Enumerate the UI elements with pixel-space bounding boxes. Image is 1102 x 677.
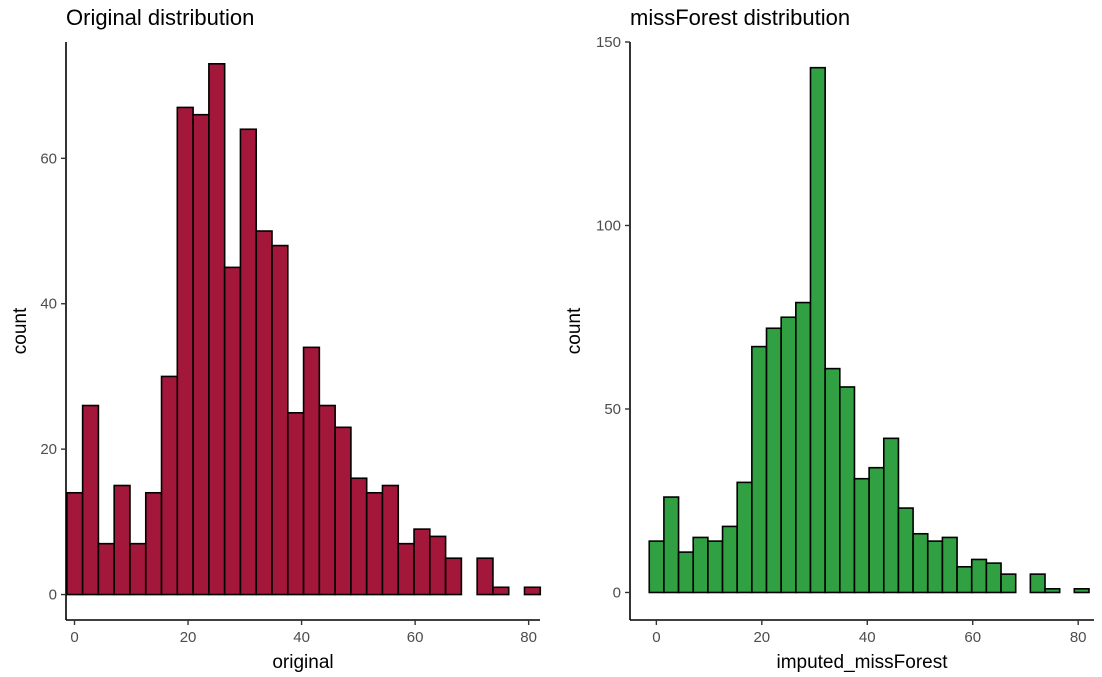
right-x-tick-label-4: 80	[1070, 629, 1087, 646]
left-bar-4	[129, 542, 147, 596]
right-y-tick-label-0: 0	[613, 584, 621, 601]
right-y-tick-label-3: 150	[596, 34, 621, 51]
left-x-tick-label-0: 0	[70, 629, 78, 646]
right-y-ticks: 0 50 100 150	[596, 34, 630, 601]
right-bar-18	[912, 532, 929, 594]
left-y-tick-label-0: 0	[49, 587, 57, 604]
left-bar-22	[413, 528, 431, 596]
right-bar-20	[941, 536, 958, 594]
left-y-tick-label-2: 40	[40, 296, 57, 313]
right-bar-19	[926, 540, 944, 594]
left-bar-3	[113, 484, 131, 596]
left-bar-19	[365, 491, 384, 596]
right-bar-10	[795, 301, 812, 594]
left-bars	[66, 63, 542, 596]
left-bar-2	[97, 542, 115, 596]
right-bar-0	[648, 540, 665, 594]
right-x-ticks: 0 20 40 60 80	[652, 620, 1087, 646]
right-bar-9	[780, 316, 797, 594]
right-bars	[648, 66, 1090, 594]
left-bar-17	[334, 426, 352, 596]
right-bar-21	[956, 565, 973, 594]
right-bar-13	[838, 386, 856, 594]
left-x-tick-label-4: 80	[520, 629, 537, 646]
right-bar-12	[824, 367, 841, 594]
left-x-tick-label-2: 40	[293, 629, 310, 646]
left-y-axis-title: count	[10, 307, 31, 354]
left-x-tick-label-3: 60	[407, 629, 424, 646]
left-bar-9	[208, 63, 226, 596]
left-y-ticks: 0 20 40 60	[40, 150, 66, 604]
left-bar-26	[476, 557, 494, 596]
right-x-tick-label-0: 0	[652, 629, 660, 646]
right-histogram-panel: missForest distribution 0 50 100 150 0 20 40 6…	[564, 5, 1094, 673]
right-bar-22	[970, 558, 988, 594]
left-y-tick-label-3: 60	[40, 150, 57, 167]
left-bar-12	[255, 230, 273, 596]
right-x-tick-label-2: 40	[859, 629, 876, 646]
left-bar-21	[397, 542, 415, 596]
right-bar-24	[1000, 573, 1017, 594]
left-bar-5	[144, 491, 163, 596]
right-x-tick-label-3: 60	[964, 629, 981, 646]
right-bar-29	[1073, 588, 1090, 594]
right-y-axis-title: count	[564, 307, 585, 354]
right-bar-4	[707, 540, 724, 594]
right-y-tick-label-1: 50	[604, 401, 621, 418]
right-bar-15	[868, 466, 885, 594]
right-y-tick-label-2: 100	[596, 217, 621, 234]
left-x-axis-title: original	[272, 652, 333, 673]
left-bar-6	[160, 375, 179, 596]
right-bar-7	[751, 345, 768, 594]
right-x-tick-label-1: 20	[753, 629, 770, 646]
right-bar-1	[663, 496, 680, 594]
right-bar-14	[853, 477, 870, 594]
left-bar-8	[192, 113, 210, 596]
left-bar-20	[381, 484, 400, 596]
left-y-tick-label-1: 20	[40, 441, 57, 458]
left-bar-23	[429, 535, 447, 596]
left-bar-13	[271, 244, 289, 596]
left-bar-7	[176, 106, 194, 596]
left-bar-29	[523, 586, 542, 596]
left-bar-10	[223, 266, 242, 596]
left-bar-18	[350, 477, 368, 596]
left-x-ticks: 0 20 40 60 80	[70, 620, 537, 646]
right-x-axis-title: imputed_missForest	[776, 652, 948, 673]
right-bar-17	[897, 507, 914, 594]
left-bar-0	[66, 491, 84, 596]
right-bar-11	[809, 66, 826, 594]
right-chart-title: missForest distribution	[630, 5, 850, 30]
left-bar-27	[492, 586, 510, 596]
right-bar-2	[677, 551, 695, 594]
left-x-tick-label-1: 20	[180, 629, 197, 646]
left-bar-24	[444, 557, 463, 596]
right-bar-23	[985, 562, 1002, 594]
left-bar-1	[81, 404, 100, 596]
left-bar-11	[239, 128, 258, 596]
right-bar-26	[1029, 573, 1046, 594]
left-bar-16	[318, 404, 336, 596]
left-bar-14	[286, 411, 305, 596]
right-bar-3	[692, 536, 709, 594]
right-bar-27	[1044, 588, 1061, 594]
right-bar-8	[765, 327, 782, 594]
left-bar-15	[302, 346, 321, 596]
left-chart-title: Original distribution	[66, 5, 254, 30]
right-bar-16	[882, 437, 900, 594]
right-bar-5	[721, 525, 738, 594]
right-bar-6	[736, 481, 753, 594]
